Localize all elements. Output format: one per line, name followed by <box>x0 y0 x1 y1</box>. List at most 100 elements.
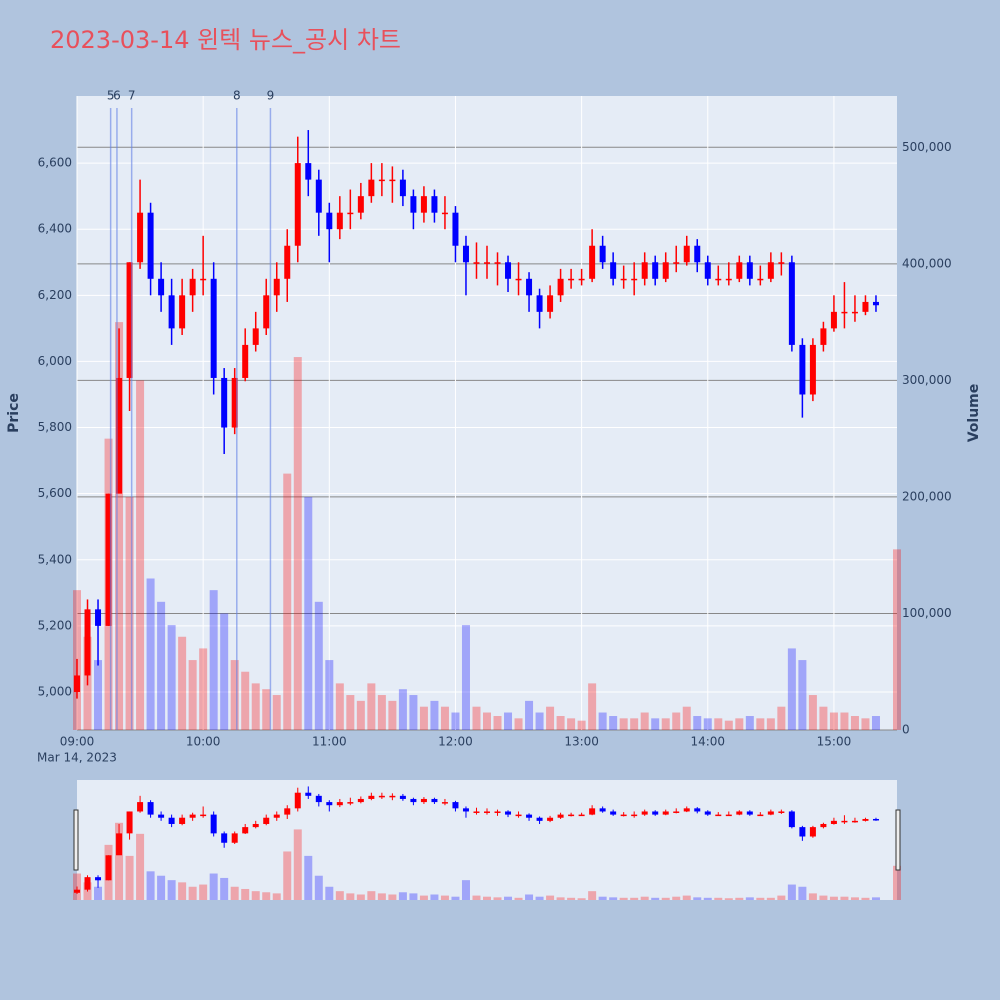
candle-body <box>662 262 669 279</box>
slider-body <box>568 814 575 817</box>
volume-bar <box>115 322 124 730</box>
slider-body <box>252 823 259 828</box>
slider-body <box>452 802 459 809</box>
candle-body <box>694 245 701 263</box>
slider-volume-bar <box>94 886 103 900</box>
slider-volume-bar <box>829 896 838 900</box>
slider-handle[interactable] <box>73 809 79 871</box>
volume-bar <box>209 590 218 730</box>
slider-volume-bar <box>440 895 449 900</box>
slider-body <box>725 814 732 817</box>
volume-bar <box>703 718 712 730</box>
slider-volume-bar <box>777 895 786 900</box>
slider-volume-bar <box>314 875 323 900</box>
volume-bar <box>346 695 355 730</box>
slider-volume-bar <box>461 880 470 900</box>
candle-body <box>357 196 364 213</box>
slider-body <box>652 811 659 815</box>
candle-body <box>431 196 438 213</box>
slider-body <box>305 792 312 796</box>
slider-volume-bar <box>325 886 334 900</box>
volume-bar <box>661 718 670 730</box>
slider-volume-bar <box>693 897 702 900</box>
candle-body <box>305 163 312 180</box>
slider-volume-bar <box>220 877 229 900</box>
y2-axis-title: Volume <box>966 384 982 443</box>
volume-bar <box>430 700 439 730</box>
volume-bar <box>262 689 271 730</box>
volume-bar <box>314 601 323 730</box>
slider-volume-bar <box>672 896 681 900</box>
slider-volume-bar <box>230 886 239 900</box>
volume-bar <box>514 718 523 730</box>
slider-volume-bar <box>819 895 828 900</box>
slider-volume-bar <box>419 895 428 900</box>
volume-bar <box>861 718 870 730</box>
volume-bar <box>893 549 901 730</box>
volume-bar <box>230 660 239 730</box>
slider-body <box>526 814 533 818</box>
slider-body <box>378 795 385 798</box>
slider-body <box>441 802 448 804</box>
volume-bar <box>535 712 544 730</box>
candle-body <box>252 328 259 345</box>
slider-volume-bar <box>178 882 187 900</box>
volume-bar <box>724 720 733 730</box>
candle-body <box>200 278 207 281</box>
slider-volume-bar <box>588 891 597 900</box>
slider-body <box>462 808 469 812</box>
volume-bar <box>546 706 555 730</box>
candle-body <box>494 262 501 264</box>
plot-area <box>77 96 897 730</box>
range-slider[interactable] <box>77 780 897 900</box>
slider-body <box>389 795 396 798</box>
volume-bar <box>325 660 334 730</box>
slider-body <box>757 814 764 817</box>
candle-body <box>610 262 617 279</box>
candle-body <box>189 278 196 296</box>
slider-body <box>473 811 480 813</box>
slider-body <box>494 811 501 813</box>
slider-body <box>872 818 879 821</box>
candle-body <box>809 344 816 395</box>
volume-bar <box>136 380 145 730</box>
candle-body <box>725 278 732 281</box>
annotation-label: 6 <box>113 89 121 103</box>
y2-tick-label: 0 <box>902 723 910 737</box>
volume-bar <box>251 683 260 730</box>
volume-bar <box>377 695 386 730</box>
candle-body <box>137 212 144 263</box>
volume-bar <box>798 660 807 730</box>
candle-body <box>420 196 427 213</box>
volume-bar <box>94 660 103 730</box>
slider-volume-bar <box>682 895 691 900</box>
slider-volume-bar <box>493 897 502 900</box>
slider-volume-bar <box>535 896 544 900</box>
slider-body <box>820 823 827 828</box>
slider-body <box>778 811 785 813</box>
candle-body <box>631 278 638 281</box>
candle-body <box>557 278 564 296</box>
volume-bar <box>787 648 796 730</box>
slider-body <box>168 817 175 824</box>
slider-volume-bar <box>504 896 513 900</box>
candle-body <box>441 212 448 215</box>
chart-title: 2023-03-14 윈텍 뉴스_공시 차트 <box>50 26 401 54</box>
slider-volume-bar <box>640 896 649 900</box>
candle-body <box>473 262 480 264</box>
candle-body <box>315 179 322 213</box>
slider-handle[interactable] <box>895 809 901 871</box>
volume-bar <box>567 718 576 730</box>
candle-body <box>526 278 533 296</box>
volume-bar <box>388 700 397 730</box>
slider-volume-bar <box>451 896 460 900</box>
slider-volume-bar <box>115 822 124 900</box>
volume-bar <box>157 601 166 730</box>
candle-body <box>105 493 112 626</box>
volume-bar <box>241 671 250 730</box>
slider-body <box>116 833 123 856</box>
slider-body <box>505 811 512 815</box>
candle-body <box>210 278 217 378</box>
candle-body <box>84 609 91 676</box>
candle-body <box>841 311 848 314</box>
